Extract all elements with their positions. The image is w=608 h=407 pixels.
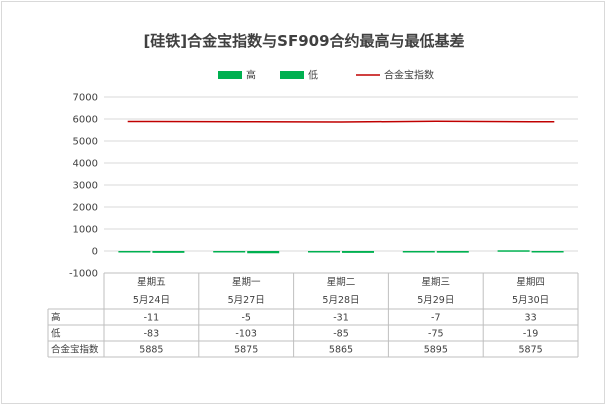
y-axis: -1000 0 1000 2000 3000 4000 5000 6000 7000 [69, 93, 98, 280]
legend-label: 低 [308, 69, 318, 82]
x-date-label: 5月24日 [133, 295, 170, 306]
bar-low [531, 251, 564, 253]
bar-high [213, 251, 246, 253]
table-cell: -19 [523, 329, 539, 340]
bar-high [118, 251, 151, 253]
legend-swatch [280, 71, 304, 79]
table-row-label: 低 [51, 328, 61, 340]
bar-high [402, 251, 435, 253]
x-tick-label: 星期三 [422, 277, 451, 288]
table-row-label: 合金宝指数 [51, 344, 99, 356]
x-date-label: 5月28日 [322, 295, 359, 306]
bar-high [497, 250, 530, 252]
table-cell: 5875 [234, 345, 258, 356]
table-row-label: 高 [51, 312, 61, 324]
table-cell: -31 [333, 313, 349, 324]
table-cell: -83 [144, 329, 160, 340]
legend-swatch [218, 71, 242, 79]
x-date-label: 5月29日 [417, 295, 454, 306]
y-tick-label: 5000 [73, 137, 98, 148]
x-tick-label: 星期二 [327, 277, 356, 288]
bar-low [436, 251, 469, 253]
table-cell: -103 [235, 329, 257, 340]
y-tick-label: 7000 [73, 93, 98, 104]
y-tick-label: 1000 [73, 225, 98, 236]
legend: 高 低 合金宝指数 [218, 69, 434, 82]
bar-high [308, 251, 340, 253]
index-line-path [127, 120, 555, 123]
y-tick-label: 0 [92, 247, 98, 258]
x-tick-label: 星期五 [137, 277, 166, 288]
y-tick-label: 3000 [73, 181, 98, 192]
grid [104, 96, 578, 274]
bar-low [152, 251, 185, 253]
chart-title: [硅铁]合金宝指数与SF909合约最高与最低基差 [143, 32, 464, 50]
bars [118, 250, 564, 254]
legend-label: 合金宝指数 [384, 69, 434, 82]
table-cell: -11 [144, 313, 160, 324]
table-cell: 33 [525, 313, 537, 324]
table-cell: 5885 [139, 345, 163, 356]
table-cell: -75 [428, 329, 444, 340]
table-cell: 5895 [424, 345, 448, 356]
table-cell: -85 [333, 329, 349, 340]
table-cell: -5 [241, 313, 250, 324]
y-tick-label: 2000 [73, 203, 98, 214]
y-tick-label: 6000 [73, 115, 98, 126]
y-tick-label: 4000 [73, 159, 98, 170]
x-tick-label: 星期四 [516, 277, 545, 288]
x-tick-label: 星期一 [232, 277, 261, 288]
y-tick-label: -1000 [69, 269, 98, 280]
table-cell: 5875 [519, 345, 543, 356]
data-table: 星期五 5月24日 星期一 5月27日 星期二 5月28日 星期三 5月29日 星期四 5月30日… [47, 272, 579, 358]
bar-low [247, 251, 280, 254]
index-line [127, 120, 555, 123]
x-date-label: 5月27日 [228, 295, 265, 306]
legend-label: 高 [246, 69, 256, 82]
table-cell: 5865 [329, 345, 353, 356]
table-cell: -7 [431, 313, 440, 324]
x-date-label: 5月30日 [512, 295, 549, 306]
bar-low [342, 251, 374, 253]
